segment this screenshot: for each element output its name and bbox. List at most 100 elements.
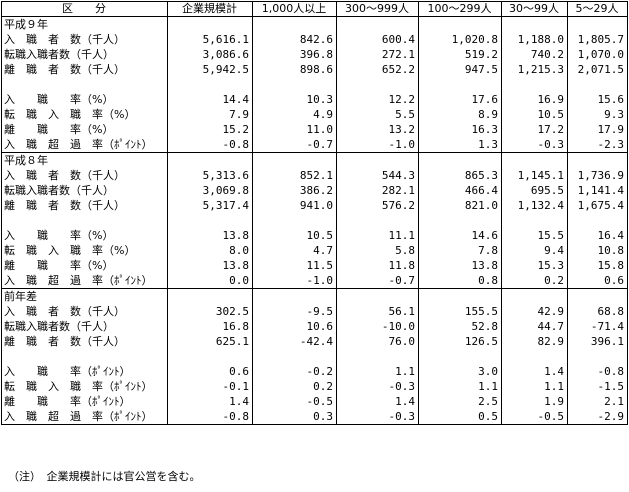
header-row: 区 分 企業規模計 1,000人以上 300～999人 100～299人 30～… xyxy=(1,1,628,17)
row-label: 入 職 超 過 率（ﾎﾟｲﾝﾄ） xyxy=(1,137,168,153)
value-cell: 7.9 xyxy=(167,107,253,122)
value-cell: 9.3 xyxy=(567,107,628,122)
value-cell: 2.1 xyxy=(567,394,628,409)
value-cell: 15.6 xyxy=(567,92,628,107)
table-row: 転職入職者数（千人） 3,086.6 396.8 272.1 519.2 740.2 1,0… xyxy=(1,47,628,62)
value-cell: 15.5 xyxy=(501,228,568,243)
header-total: 企業規模計 xyxy=(167,1,253,17)
value-cell xyxy=(167,349,253,364)
value-cell: 5,313.6 xyxy=(167,168,253,183)
value-cell: 1,675.4 xyxy=(567,198,628,213)
header-5-29: 5～29人 xyxy=(567,1,628,17)
empty-cell xyxy=(501,288,568,304)
empty-cell xyxy=(167,16,253,32)
value-cell: 16.4 xyxy=(567,228,628,243)
section-title-row: 前年差 xyxy=(1,288,628,304)
value-cell: -0.3 xyxy=(501,137,568,153)
row-label: 入 職 超 過 率（ﾎﾟｲﾝﾄ） xyxy=(1,273,168,289)
value-cell: 519.2 xyxy=(418,47,502,62)
value-cell: 8.0 xyxy=(167,243,253,258)
statistics-table: 区 分 企業規模計 1,000人以上 300～999人 100～299人 30～… xyxy=(1,1,628,425)
value-cell: 1,145.1 xyxy=(501,168,568,183)
table-row: 離 職 者 数（千人） 5,942.5 898.6 652.2 947.5 1,215.3… xyxy=(1,62,628,77)
value-cell: 68.8 xyxy=(567,304,628,319)
row-label: 入 職 超 過 率（ﾎﾟｲﾝﾄ） xyxy=(1,409,168,425)
value-cell: 17.6 xyxy=(418,92,502,107)
value-cell: 947.5 xyxy=(418,62,502,77)
value-cell: 2,071.5 xyxy=(567,62,628,77)
empty-cell xyxy=(252,152,337,168)
value-cell: 842.6 xyxy=(252,32,337,47)
value-cell: 1,215.3 xyxy=(501,62,568,77)
value-cell: 0.6 xyxy=(567,273,628,289)
table-row: 入 職 率（%） 13.8 10.5 11.1 14.6 15.5 16.4 xyxy=(1,228,628,243)
empty-cell xyxy=(418,152,502,168)
value-cell xyxy=(252,349,337,364)
value-cell: -0.8 xyxy=(567,364,628,379)
empty-cell xyxy=(567,16,628,32)
value-cell: 7.8 xyxy=(418,243,502,258)
table-row: 入 職 超 過 率（ﾎﾟｲﾝﾄ） 0.0 -1.0 -0.7 0.8 0.2 0.6 xyxy=(1,273,628,289)
value-cell: 4.9 xyxy=(252,107,337,122)
value-cell: 5.8 xyxy=(336,243,419,258)
value-cell: 282.1 xyxy=(336,183,419,198)
value-cell xyxy=(501,77,568,92)
value-cell: -42.4 xyxy=(252,334,337,349)
value-cell: 898.6 xyxy=(252,62,337,77)
value-cell: 466.4 xyxy=(418,183,502,198)
value-cell: -0.3 xyxy=(336,379,419,394)
value-cell: 1,736.9 xyxy=(567,168,628,183)
row-label: 入 職 者 数（千人） xyxy=(1,168,168,183)
empty-cell xyxy=(501,16,568,32)
spacer-row xyxy=(1,77,628,92)
row-label xyxy=(1,213,168,228)
row-label xyxy=(1,349,168,364)
table-row: 離 職 率（%） 15.2 11.0 13.2 16.3 17.2 17.9 xyxy=(1,122,628,137)
value-cell: 0.0 xyxy=(167,273,253,289)
value-cell: -1.5 xyxy=(567,379,628,394)
value-cell: 16.3 xyxy=(418,122,502,137)
value-cell: 1.1 xyxy=(501,379,568,394)
value-cell xyxy=(167,213,253,228)
value-cell: 56.1 xyxy=(336,304,419,319)
header-300-999: 300～999人 xyxy=(336,1,419,17)
value-cell: 13.8 xyxy=(418,258,502,273)
value-cell: 1.4 xyxy=(501,364,568,379)
empty-cell xyxy=(501,152,568,168)
value-cell: -2.9 xyxy=(567,409,628,425)
value-cell: 1.1 xyxy=(336,364,419,379)
value-cell: 3,086.6 xyxy=(167,47,253,62)
value-cell: -1.0 xyxy=(252,273,337,289)
value-cell xyxy=(336,77,419,92)
value-cell: 8.9 xyxy=(418,107,502,122)
empty-cell xyxy=(167,288,253,304)
value-cell: 0.2 xyxy=(252,379,337,394)
table-row: 転職入職者数（千人） 16.8 10.6 -10.0 52.8 44.7 -71.4 xyxy=(1,319,628,334)
empty-cell xyxy=(336,152,419,168)
row-label: 転職入職者数（千人） xyxy=(1,319,168,334)
value-cell: 4.7 xyxy=(252,243,337,258)
table-row: 入 職 者 数（千人） 302.5 -9.5 56.1 155.5 42.9 68.8 xyxy=(1,304,628,319)
value-cell: 42.9 xyxy=(501,304,568,319)
value-cell: 16.8 xyxy=(167,319,253,334)
value-cell: 1,188.0 xyxy=(501,32,568,47)
empty-cell xyxy=(567,152,628,168)
value-cell: -1.0 xyxy=(336,137,419,153)
value-cell: 1,020.8 xyxy=(418,32,502,47)
row-label: 離 職 者 数（千人） xyxy=(1,334,168,349)
value-cell: 82.9 xyxy=(501,334,568,349)
value-cell: 302.5 xyxy=(167,304,253,319)
value-cell: 1,805.7 xyxy=(567,32,628,47)
empty-cell xyxy=(252,16,337,32)
value-cell: 1.3 xyxy=(418,137,502,153)
value-cell: 15.3 xyxy=(501,258,568,273)
value-cell: 1.4 xyxy=(336,394,419,409)
row-label: 離 職 率（%） xyxy=(1,258,168,273)
row-label: 転職入職者数（千人） xyxy=(1,47,168,62)
spacer-row xyxy=(1,349,628,364)
value-cell: 1,132.4 xyxy=(501,198,568,213)
value-cell: 1,070.0 xyxy=(567,47,628,62)
value-cell: -0.5 xyxy=(252,394,337,409)
value-cell: 852.1 xyxy=(252,168,337,183)
value-cell: 44.7 xyxy=(501,319,568,334)
